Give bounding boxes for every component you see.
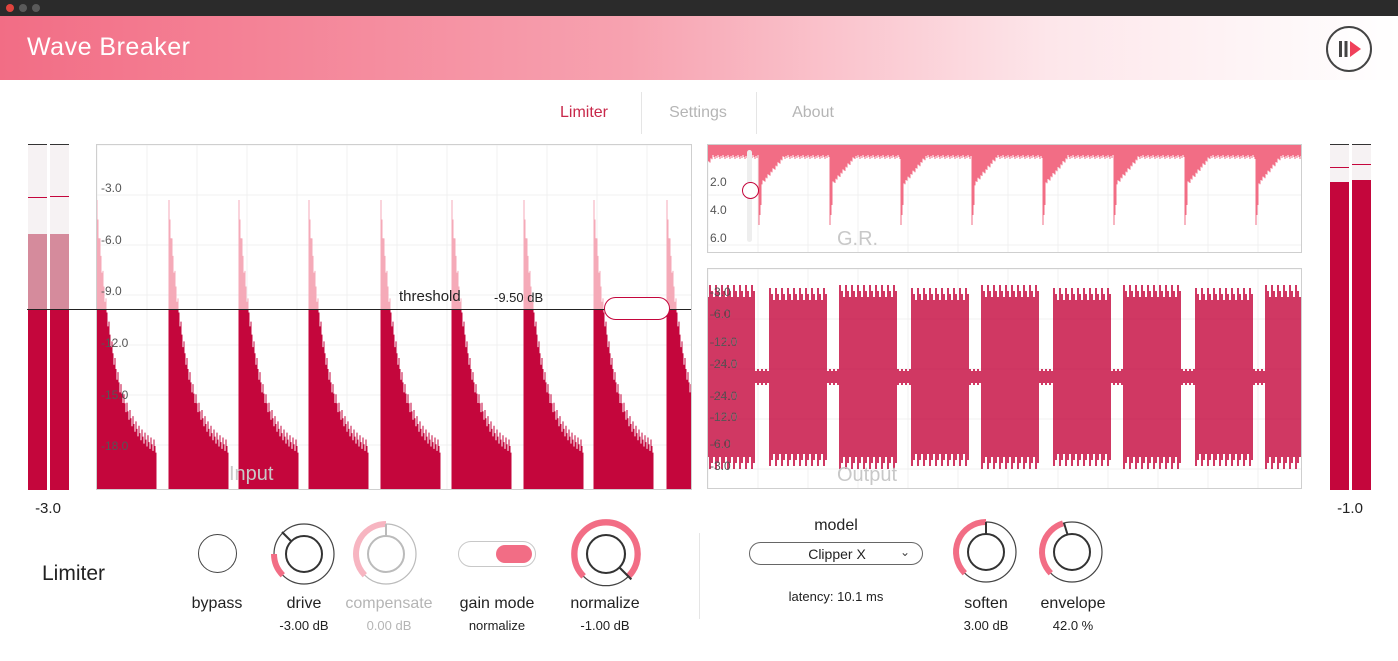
compensate-value: 0.00 dB [366, 618, 412, 633]
app-title: Wave Breaker [27, 33, 191, 61]
output-axis-label: -24.0 [710, 357, 738, 371]
soften-knob[interactable] [950, 516, 1022, 588]
output-axis-label: -12.0 [710, 335, 738, 349]
output-meter-value: -1.0 [1337, 500, 1363, 517]
threshold-line[interactable] [27, 309, 691, 310]
pause-play-icon[interactable] [1326, 26, 1372, 72]
gain-mode-label: gain mode [459, 595, 535, 612]
gr-axis-label: 2.0 [710, 175, 727, 189]
input-axis-label: -6.0 [101, 233, 122, 247]
output-axis-label: -24.0 [710, 389, 738, 403]
output-panel-name: Output [837, 464, 898, 486]
bypass-button[interactable] [198, 534, 237, 573]
model-select-value: Clipper X [808, 546, 866, 562]
input-axis-label: -18.0 [101, 439, 129, 453]
input-waveform [97, 145, 691, 489]
input-axis-label: -9.0 [101, 284, 122, 298]
output-meter-right [1352, 144, 1371, 490]
model-select[interactable]: Clipper X ⌄ [749, 542, 923, 565]
drive-label: drive [286, 595, 322, 612]
bypass-label: bypass [191, 595, 243, 612]
gain-mode-toggle[interactable] [458, 541, 536, 567]
section-divider [699, 533, 700, 619]
drive-knob[interactable] [268, 518, 340, 590]
gain-reduction-panel: 2.0 4.0 6.0 G.R. [707, 144, 1302, 253]
section-title-limiter: Limiter [42, 562, 106, 585]
normalize-label: normalize [570, 595, 640, 612]
tab-about[interactable]: About [792, 104, 834, 121]
input-axis-label: -15.0 [101, 388, 129, 402]
output-waveform-panel: -3.0 -6.0 -12.0 -24.0 -24.0 -12.0 -6.0 -… [707, 268, 1302, 489]
threshold-value: -9.50 dB [494, 290, 544, 305]
envelope-value: 42.0 % [1052, 618, 1094, 633]
output-axis-label: -6.0 [710, 307, 731, 321]
envelope-knob[interactable] [1036, 516, 1108, 588]
input-meter-right [50, 144, 69, 490]
minimize-window-button[interactable] [19, 4, 27, 12]
compensate-label: compensate [345, 595, 433, 612]
gr-range-slider-thumb[interactable] [742, 182, 759, 199]
soften-label: soften [964, 595, 1008, 612]
gain-reduction-graph [708, 145, 1301, 252]
window-titlebar [0, 0, 1398, 16]
output-waveform [708, 269, 1301, 488]
gr-axis-label: 4.0 [710, 203, 727, 217]
close-window-button[interactable] [6, 4, 14, 12]
tab-settings[interactable]: Settings [669, 104, 727, 121]
input-meter-left [28, 144, 47, 490]
tab-bar: Limiter Settings About [0, 92, 1398, 134]
output-axis-label: -3.0 [710, 459, 731, 473]
gain-mode-value: normalize [468, 618, 526, 633]
input-panel-name: Input [229, 463, 274, 485]
input-meter-value: -3.0 [35, 500, 61, 517]
output-meter-left [1330, 144, 1349, 490]
gr-axis-label: 6.0 [710, 231, 727, 245]
tab-limiter[interactable]: Limiter [559, 104, 608, 121]
tab-divider [641, 92, 642, 134]
gr-panel-name: G.R. [837, 228, 879, 250]
compensate-knob[interactable] [350, 518, 422, 590]
drive-value: -3.00 dB [279, 618, 329, 633]
output-axis-label: -12.0 [710, 410, 738, 424]
soften-value: 3.00 dB [963, 618, 1009, 633]
input-waveform-panel[interactable]: -3.0 -6.0 -9.0 -12.0 -15.0 -18.0 Input [96, 144, 692, 490]
input-axis-label: -12.0 [101, 336, 129, 350]
app-header: Wave Breaker [0, 16, 1398, 80]
envelope-label: envelope [1040, 595, 1106, 612]
input-axis-label: -3.0 [101, 181, 122, 195]
threshold-handle[interactable] [604, 297, 670, 320]
normalize-value: -1.00 dB [580, 618, 630, 633]
model-label: model [814, 517, 858, 534]
output-axis-label: -3.0 [710, 285, 731, 299]
zoom-window-button[interactable] [32, 4, 40, 12]
output-axis-label: -6.0 [710, 437, 731, 451]
threshold-label: threshold [399, 288, 461, 305]
tab-divider [756, 92, 757, 134]
normalize-knob[interactable] [568, 516, 644, 592]
chevron-down-icon: ⌄ [899, 545, 910, 559]
latency-readout: latency: 10.1 ms [788, 589, 884, 604]
